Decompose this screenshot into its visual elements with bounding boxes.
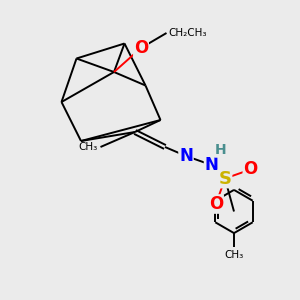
Text: S: S — [218, 169, 232, 188]
Text: N: N — [205, 156, 218, 174]
Text: CH₃: CH₃ — [78, 142, 98, 152]
Text: N: N — [179, 147, 193, 165]
Text: CH₃: CH₃ — [224, 250, 244, 260]
Text: O: O — [209, 195, 223, 213]
Text: O: O — [134, 39, 148, 57]
Text: CH₂CH₃: CH₂CH₃ — [168, 28, 206, 38]
Text: H: H — [215, 143, 226, 157]
Text: O: O — [243, 160, 258, 178]
